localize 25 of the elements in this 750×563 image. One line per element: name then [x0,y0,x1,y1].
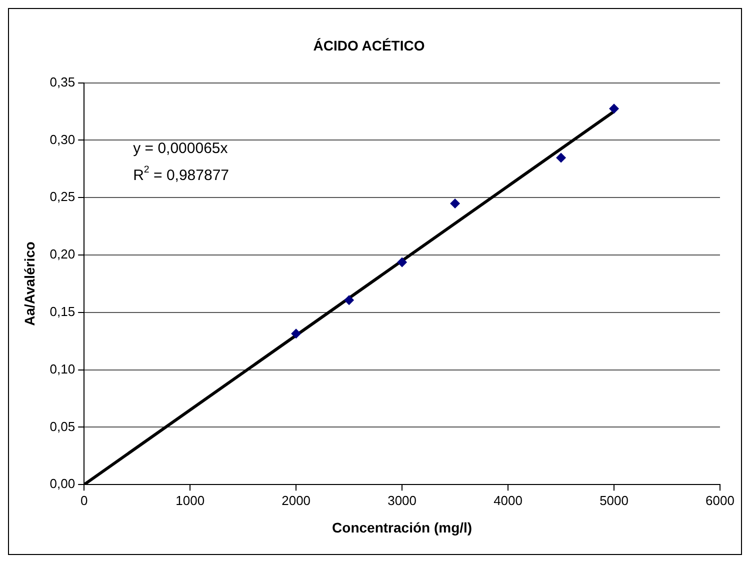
y-tick-label: 0,20 [50,246,76,262]
annotation: y = 0,000065x [133,140,228,157]
point [397,257,408,268]
y-tick-label: 0,00 [50,476,76,492]
x-tick-label: 4000 [494,492,522,508]
y-tick-label: 0,15 [50,304,76,319]
x-tick-label: 6000 [706,492,734,508]
point [556,152,566,163]
y-tick-label: 0,10 [50,361,76,376]
y-axis-title: Aa/Avalérico [21,242,38,326]
y-tick-label: 0,35 [50,74,76,90]
y-tick-label: 0,25 [50,189,76,204]
x-axis-title: Concentración (mg/l) [332,519,472,536]
chart-title: ÁCIDO ACÉTICO [313,37,425,54]
y-tick-label: 0,30 [50,132,76,147]
x-tick-label: 1000 [176,492,205,508]
x-tick-label: 5000 [600,492,628,508]
y-tick-label: 0,05 [50,418,76,434]
point [450,198,460,208]
point [344,295,354,306]
x-tick-label: 2000 [282,492,311,508]
point [609,104,620,114]
x-tick-label: 0 [80,492,88,508]
x-tick-label: 3000 [388,492,417,508]
point [291,328,302,339]
